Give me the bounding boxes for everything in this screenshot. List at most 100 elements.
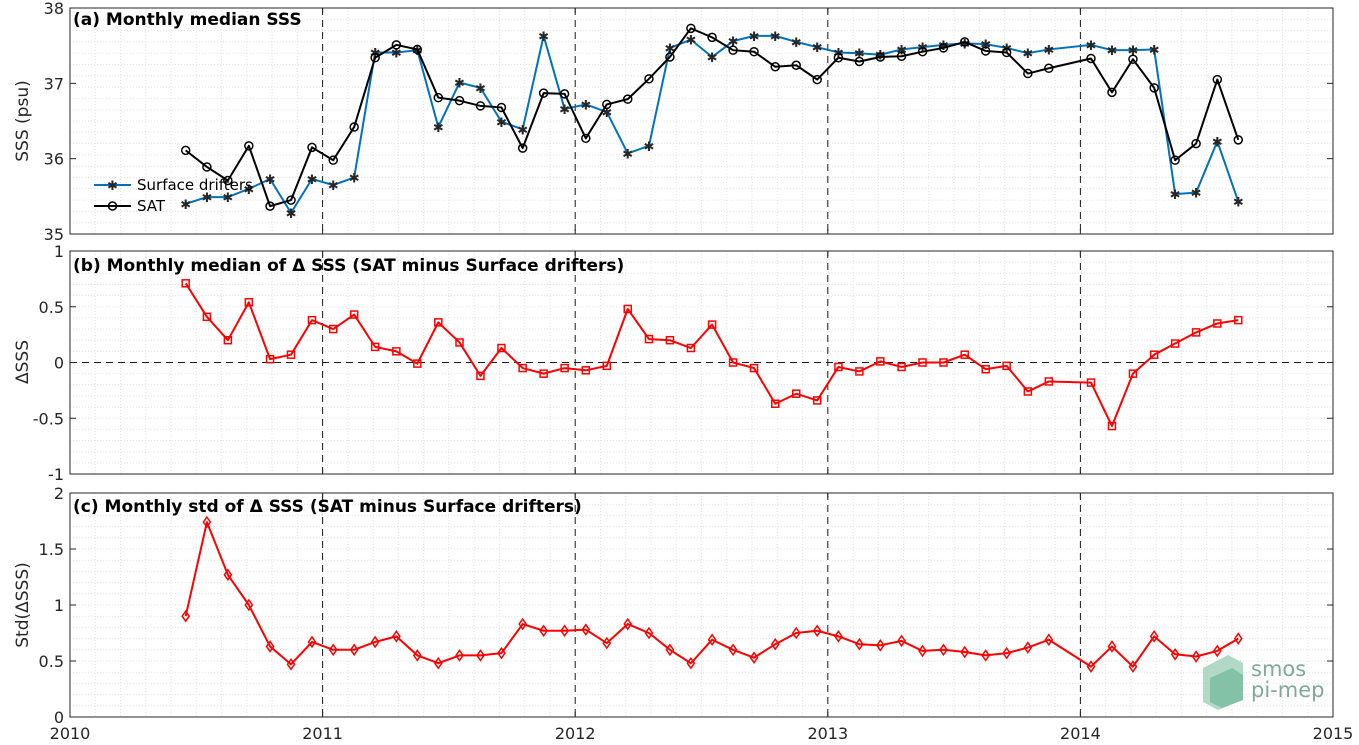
data-point bbox=[180, 145, 191, 156]
data-point: ✱ bbox=[433, 121, 444, 136]
y-tick-label: 1.5 bbox=[39, 540, 64, 559]
data-point bbox=[939, 643, 948, 657]
panel-c-title: (c) Monthly std of Δ SSS (SAT minus Surf… bbox=[73, 497, 582, 517]
data-point bbox=[1128, 54, 1138, 64]
data-point bbox=[1107, 87, 1117, 98]
plot-frame bbox=[69, 7, 1334, 235]
data-point bbox=[265, 201, 275, 211]
x-tick-label: 2010 bbox=[50, 724, 91, 743]
data-point bbox=[1086, 660, 1096, 673]
data-point bbox=[181, 279, 190, 288]
legend-marker-drifters: ✱ bbox=[107, 179, 118, 194]
panel-b-title: (b) Monthly median of Δ SSS (SAT minus S… bbox=[73, 256, 624, 276]
data-point bbox=[1002, 361, 1011, 371]
data-point bbox=[644, 74, 654, 84]
data-point bbox=[1086, 378, 1096, 387]
data-point bbox=[834, 362, 843, 372]
data-point: ✱ bbox=[454, 77, 465, 92]
data-point bbox=[392, 347, 401, 356]
y-tick-label: 38 bbox=[44, 0, 64, 18]
y-tick-label: 37 bbox=[44, 74, 64, 93]
data-point bbox=[244, 298, 254, 307]
data-point bbox=[286, 195, 296, 205]
data-point bbox=[917, 46, 928, 57]
data-point bbox=[981, 364, 990, 374]
data-point bbox=[412, 44, 423, 55]
data-point bbox=[623, 304, 632, 314]
data-point: ✱ bbox=[1022, 47, 1033, 62]
data-point: ✱ bbox=[622, 147, 633, 162]
data-point bbox=[1023, 641, 1033, 654]
data-point bbox=[307, 315, 317, 325]
data-point: ✱ bbox=[1191, 187, 1202, 202]
data-point bbox=[602, 636, 612, 650]
data-point bbox=[1128, 369, 1138, 378]
logo-text-line2: pi-mep bbox=[1251, 678, 1324, 702]
data-point: ✱ bbox=[644, 140, 655, 155]
data-point: ✱ bbox=[812, 41, 823, 56]
data-point bbox=[223, 335, 233, 345]
data-point bbox=[1044, 63, 1054, 74]
data-point bbox=[475, 101, 486, 111]
data-point: ✱ bbox=[685, 34, 696, 49]
data-point bbox=[1001, 47, 1012, 58]
data-point bbox=[349, 122, 359, 132]
data-point bbox=[286, 350, 296, 359]
data-point bbox=[938, 43, 949, 53]
panel-b-ylabel: ΔSSS bbox=[13, 340, 33, 384]
data-point bbox=[286, 658, 296, 671]
data-point: ✱ bbox=[1127, 44, 1138, 59]
data-point bbox=[665, 335, 675, 345]
data-point bbox=[1044, 377, 1054, 386]
data-point bbox=[559, 89, 570, 99]
data-point bbox=[1213, 319, 1222, 328]
x-tick-label: 2012 bbox=[555, 724, 596, 743]
data-point bbox=[791, 60, 801, 71]
data-point bbox=[1170, 339, 1180, 348]
data-point bbox=[560, 363, 569, 373]
data-point: ✱ bbox=[1149, 43, 1160, 58]
data-point bbox=[897, 362, 906, 372]
data-point bbox=[686, 23, 696, 34]
data-point bbox=[812, 396, 822, 405]
y-tick-label: 0 bbox=[54, 354, 64, 373]
x-tick-label: 2014 bbox=[1060, 724, 1101, 743]
data-point bbox=[1212, 644, 1222, 658]
data-point bbox=[707, 320, 717, 329]
data-point: ✱ bbox=[1233, 196, 1244, 211]
data-point: ✱ bbox=[791, 36, 802, 51]
data-point bbox=[960, 350, 969, 359]
panel-c: 0 0.5 1 1.5 2 2010 2011 2012 2013 2014 2015 bbox=[39, 484, 1354, 743]
y-tick-label: 0.5 bbox=[39, 652, 64, 671]
y-tick-label: 36 bbox=[44, 150, 64, 169]
data-point bbox=[897, 634, 906, 648]
data-point bbox=[855, 367, 864, 376]
data-point bbox=[981, 649, 991, 662]
data-point bbox=[328, 643, 338, 657]
data-point bbox=[665, 52, 675, 62]
data-point bbox=[202, 162, 212, 172]
data-point bbox=[749, 651, 759, 664]
data-point bbox=[791, 626, 801, 640]
data-point: ✱ bbox=[286, 207, 297, 222]
y-tick-label: -1 bbox=[48, 465, 64, 484]
data-point bbox=[244, 598, 254, 612]
data-point bbox=[791, 389, 801, 398]
data-point bbox=[875, 52, 886, 62]
data-point bbox=[265, 354, 275, 364]
data-point bbox=[959, 37, 970, 47]
legend: ✱ Surface drifters SAT bbox=[94, 176, 253, 215]
data-point bbox=[896, 51, 907, 61]
data-point: ✱ bbox=[728, 35, 739, 50]
data-point: ✱ bbox=[538, 30, 549, 45]
data-point bbox=[1149, 83, 1159, 93]
data-point: ✱ bbox=[917, 41, 928, 56]
data-point bbox=[370, 635, 380, 649]
data-point: ✱ bbox=[938, 39, 949, 54]
data-point bbox=[223, 568, 233, 582]
data-point bbox=[728, 643, 738, 657]
data-point bbox=[812, 74, 822, 85]
data-point bbox=[771, 399, 780, 409]
data-point: ✱ bbox=[496, 116, 507, 131]
